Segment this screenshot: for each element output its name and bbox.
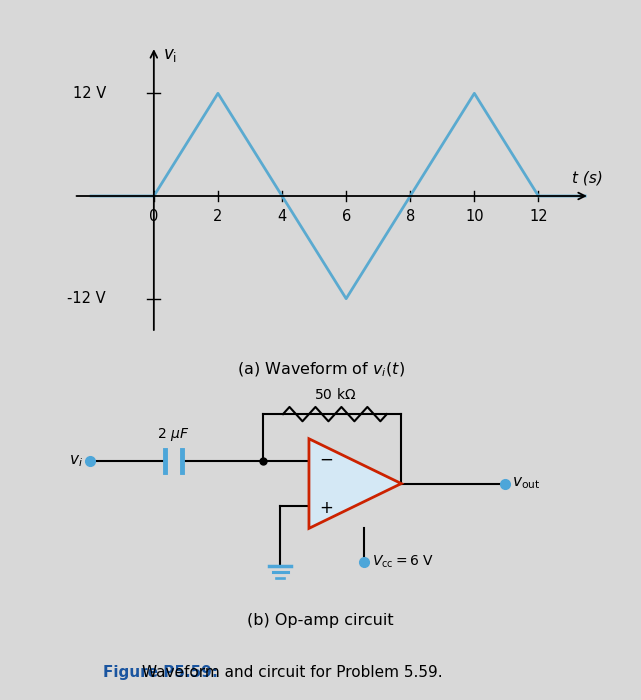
Text: t (s): t (s)	[572, 171, 603, 186]
Text: 8: 8	[406, 209, 415, 224]
Text: $V_{\mathrm{cc}} = 6\ \mathrm{V}$: $V_{\mathrm{cc}} = 6\ \mathrm{V}$	[372, 554, 435, 570]
Text: 0: 0	[149, 209, 158, 224]
Text: (b) Op-amp circuit: (b) Op-amp circuit	[247, 612, 394, 627]
Text: $+$: $+$	[319, 499, 333, 517]
Text: 12: 12	[529, 209, 548, 224]
Text: $-$: $-$	[319, 450, 333, 468]
Text: Waveform and circuit for Problem 5.59.: Waveform and circuit for Problem 5.59.	[103, 666, 442, 680]
Text: 4: 4	[278, 209, 287, 224]
Text: $v_{\mathrm{out}}$: $v_{\mathrm{out}}$	[512, 476, 540, 491]
Text: $50\ \mathrm{k}\Omega$: $50\ \mathrm{k}\Omega$	[313, 386, 356, 402]
Text: $v_{\mathrm{i}}$: $v_{\mathrm{i}}$	[163, 46, 178, 64]
Text: 6: 6	[342, 209, 351, 224]
Text: 12 V: 12 V	[72, 86, 106, 101]
Text: -12 V: -12 V	[67, 291, 106, 306]
Text: (a) Waveform of $v_i(t)$: (a) Waveform of $v_i(t)$	[237, 360, 404, 379]
Text: Figure P5.59:: Figure P5.59:	[103, 666, 218, 680]
Polygon shape	[309, 439, 401, 528]
Text: 2: 2	[213, 209, 222, 224]
Text: $v_i$: $v_i$	[69, 454, 83, 469]
Text: $2\ \mu F$: $2\ \mu F$	[157, 426, 190, 443]
Text: 10: 10	[465, 209, 484, 224]
